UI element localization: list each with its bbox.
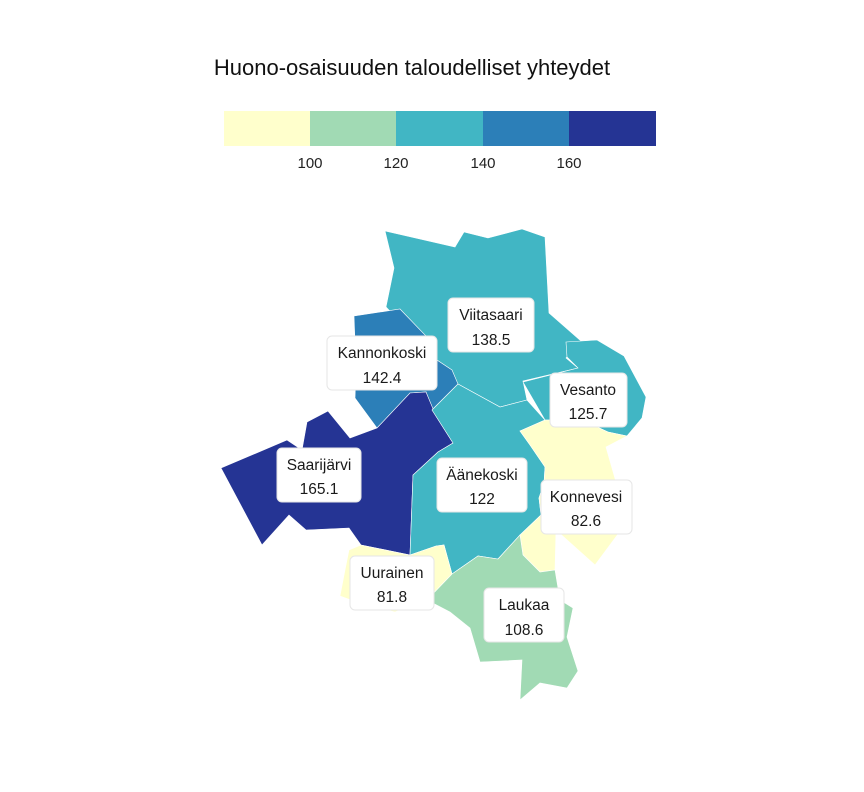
- region-name: Konnevesi: [550, 489, 622, 506]
- legend-tick-label: 100: [297, 155, 323, 172]
- label-aanekoski: Äänekoski 122: [436, 457, 528, 513]
- region-name: Laukaa: [499, 597, 550, 614]
- region-value: 138.5: [472, 332, 511, 349]
- map-title: Huono-osaisuuden taloudelliset yhteydet: [213, 55, 611, 80]
- legend-swatch: [396, 111, 484, 146]
- label-uurainen: Uurainen 81.8: [349, 555, 435, 611]
- legend-swatch: [569, 111, 656, 146]
- legend-tick-label: 140: [470, 155, 496, 172]
- label-konnevesi: Konnevesi 82.6: [540, 479, 633, 535]
- label-vesanto: Vesanto 125.7: [549, 372, 628, 428]
- legend-tick-label: 160: [556, 155, 582, 172]
- region-name: Viitasaari: [459, 307, 522, 324]
- legend-swatch: [483, 111, 570, 146]
- label-saarijarvi: Saarijärvi 165.1: [276, 447, 362, 503]
- region-value: 165.1: [300, 481, 339, 498]
- region-value: 108.6: [505, 622, 544, 639]
- legend-swatch: [310, 111, 397, 146]
- region-value: 81.8: [377, 589, 407, 606]
- region-value: 122: [469, 491, 495, 508]
- region-value: 125.7: [569, 406, 608, 423]
- region-name: Äänekoski: [446, 467, 518, 484]
- region-name: Kannonkoski: [338, 345, 427, 362]
- legend-tick-label: 120: [383, 155, 409, 172]
- region-value: 142.4: [363, 370, 402, 387]
- legend-swatch: [224, 111, 311, 146]
- region-name: Saarijärvi: [287, 457, 352, 474]
- label-laukaa: Laukaa 108.6: [483, 587, 565, 643]
- region-value: 82.6: [571, 513, 601, 530]
- label-kannonkoski: Kannonkoski 142.4: [326, 335, 438, 391]
- label-viitasaari: Viitasaari 138.5: [447, 297, 535, 353]
- region-name: Uurainen: [361, 565, 424, 582]
- legend: 100 120 140 160: [224, 111, 656, 181]
- region-name: Vesanto: [560, 382, 616, 399]
